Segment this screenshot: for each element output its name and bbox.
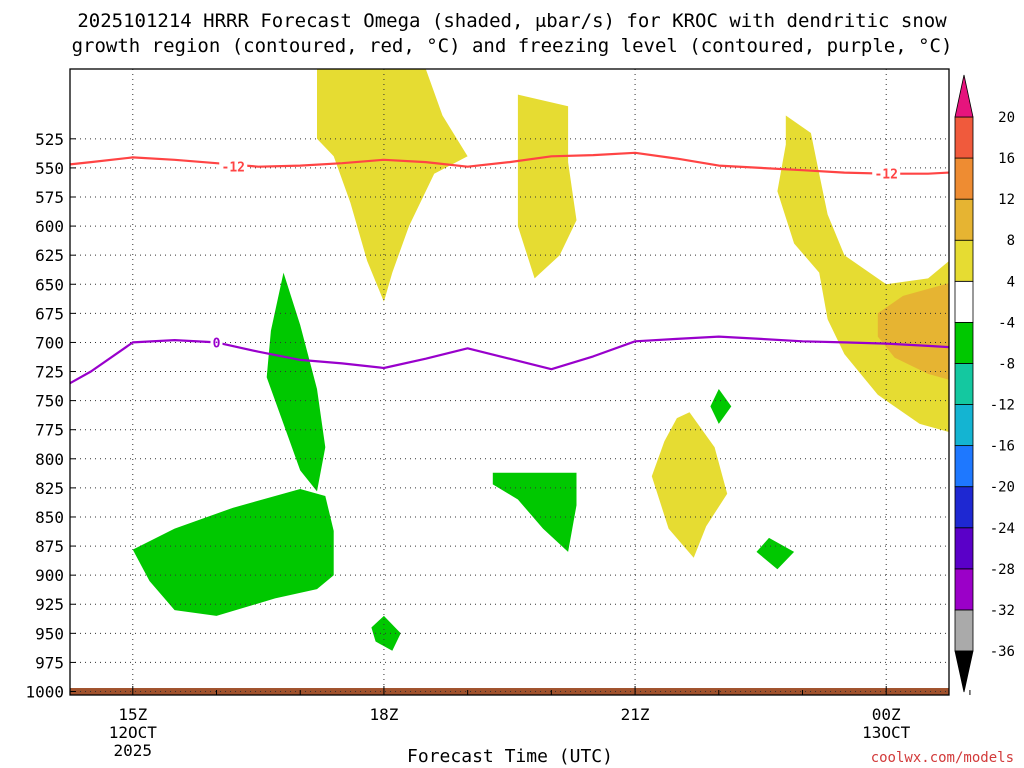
colorbar-label-9: 4 [1007,274,1015,290]
colorbar-box-5 [954,404,974,447]
colorbar-box-11 [954,157,974,200]
colorbar-box-3 [954,486,974,529]
y-tick-label-750: 750 [35,392,64,411]
omega-region-1 [517,94,577,279]
y-tick-label-925: 925 [35,595,64,614]
y-tick-label-550: 550 [35,159,64,178]
colorbar-label-12: 16 [998,151,1015,167]
y-tick-label-725: 725 [35,363,64,382]
y-tick-label-625: 625 [35,246,64,265]
y-tick-label-575: 575 [35,188,64,207]
y-tick-label-775: 775 [35,421,64,440]
colorbar-box-2 [954,527,974,570]
x-axis-label: Forecast Time (UTC) [407,746,613,767]
x-tick-label-9-0: 00Z [872,705,901,724]
contour-label-1-0: 0 [213,336,221,351]
colorbar-box-1 [954,568,974,611]
y-tick-label-1000: 1000 [25,683,64,702]
omega-region-3 [877,283,949,380]
omega-region-12 [266,272,326,492]
ground-band [70,688,949,695]
colorbar-box-6 [954,363,974,405]
x-axis-ticks: 15Z12OCT202518Z21Z00Z13OCT03Z06Z [109,686,911,760]
contour-label-bg-0-0 [219,159,248,174]
contour-label-0-0: -12 [222,161,245,176]
colorbar: -36 -32 -28 -24 -20 -16 -12 -8 -4 4 8 12 16 20 [954,74,1015,693]
contour-labels: -12-12-1200 [210,159,901,351]
x-tick-label-0-0: 15Z [118,705,147,724]
x-tick-label-3-0: 18Z [369,705,398,724]
colorbar-label-4: -20 [990,480,1015,496]
omega-region-7 [651,412,728,558]
omega-region-16 [710,389,732,424]
colorbar-box-10 [954,198,974,241]
plot-frame [69,68,950,696]
y-tick-label-850: 850 [35,508,64,527]
colorbar-box-7 [954,321,974,364]
colorbar-under-arrow [954,650,974,693]
colorbar-label-2: -28 [990,562,1015,578]
grid-lines [70,69,971,695]
colorbar-label-5: -16 [990,439,1015,455]
colorbar-label-10: 8 [1007,233,1015,249]
contour-line-1 [70,335,949,385]
omega-region-15 [492,472,577,552]
colorbar-label-11: 12 [998,192,1015,208]
colorbar-label-7: -8 [998,356,1015,372]
credit-text: coolwx.com/models [871,750,1014,766]
x-tick-label-6-0: 21Z [621,705,650,724]
x-tick-label-0-1: 12OCT [109,723,158,742]
contour-line-0 [70,151,949,175]
colorbar-label-0: -36 [990,644,1015,660]
y-tick-label-900: 900 [35,566,64,585]
colorbar-over-arrow [954,74,974,118]
colorbar-label-13: 20 [998,110,1015,126]
y-tick-label-875: 875 [35,537,64,556]
y-tick-label-650: 650 [35,275,64,294]
contour-label-bg-0-1 [872,166,901,181]
y-axis-ticks: 525 550 575 600 625 650 675 700 725 750 775 800 825 8… [25,130,76,702]
chart-title-line-2: growth region (contoured, red, °C) and f… [72,35,953,57]
colorbar-label-8: -4 [998,315,1015,331]
y-tick-label-950: 950 [35,624,64,643]
colorbar-box-12 [954,116,974,159]
omega-region-14 [371,615,401,651]
y-tick-label-825: 825 [35,479,64,498]
colorbar-label-1: -32 [990,603,1015,619]
contour-label-0-1: -12 [874,168,897,183]
contour-label-bg-1-0 [210,335,223,350]
colorbar-box-4 [954,445,974,488]
y-tick-label-700: 700 [35,333,64,352]
colorbar-label-6: -12 [990,398,1015,414]
y-tick-label-525: 525 [35,130,64,149]
y-tick-label-600: 600 [35,217,64,236]
omega-shaded-regions [70,69,949,695]
omega-region-13 [132,489,334,616]
colorbar-label-3: -24 [990,521,1015,537]
y-tick-label-975: 975 [35,653,64,672]
colorbar-box-0 [954,609,974,652]
omega-region-0 [317,69,468,302]
chart-title-line-1: 2025101214 HRRR Forecast Omega (shaded, … [77,10,947,32]
y-tick-label-800: 800 [35,450,64,469]
colorbar-box-9 [954,239,974,282]
x-tick-label-9-1: 13OCT [862,723,911,742]
x-tick-label-0-2: 2025 [114,741,153,760]
y-tick-label-675: 675 [35,304,64,323]
contour-lines [70,151,949,385]
colorbar-box-8 [954,280,974,323]
